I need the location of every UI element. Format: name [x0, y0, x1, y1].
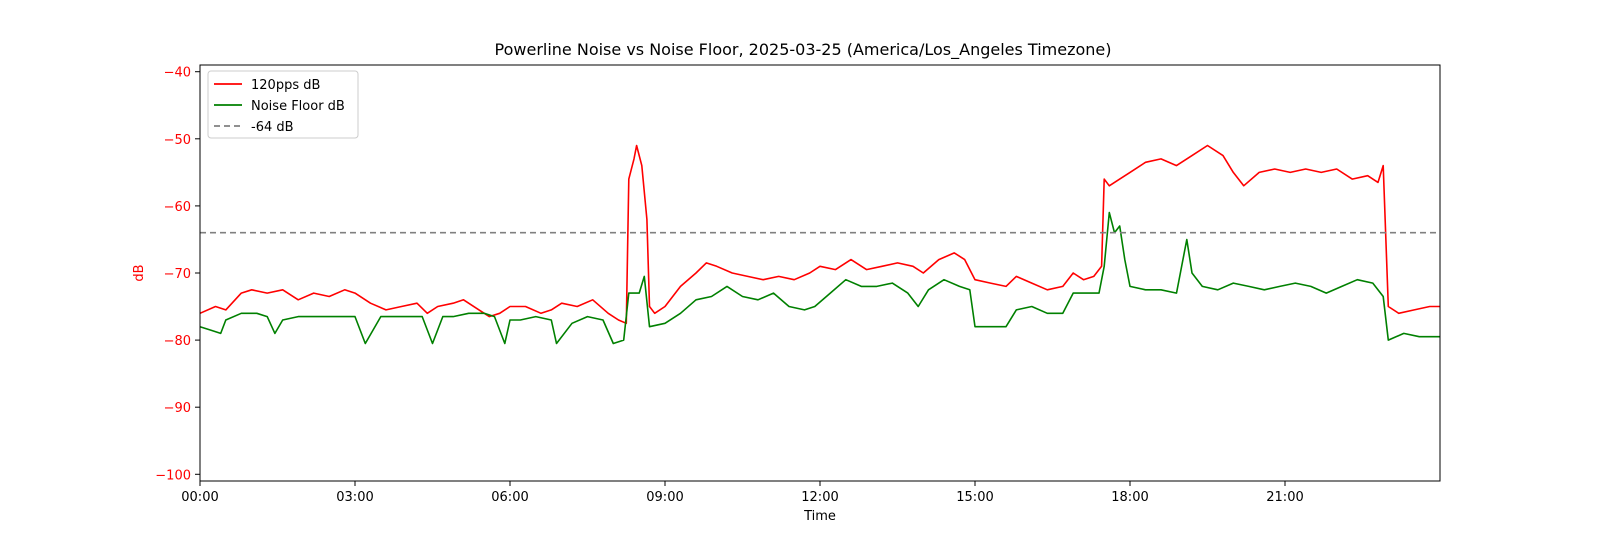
y-tick-label: −90 — [164, 401, 191, 416]
legend-label-1: Noise Floor dB — [251, 99, 345, 114]
legend-box — [207, 70, 359, 139]
x-axis: 00:00 03:00 06:00 09:00 12:00 15:00 18:00 21:00 — [181, 481, 1304, 505]
legend-label-2: -64 dB — [251, 120, 294, 135]
y-tick-label: −50 — [164, 133, 191, 148]
y-axis-label: dB — [132, 264, 147, 281]
x-tick-label: 06:00 — [491, 490, 528, 505]
y-axis: −40 −50 −60 −70 −80 −90 −100 — [155, 66, 200, 483]
x-tick-label: 03:00 — [336, 490, 373, 505]
y-tick-label: −60 — [164, 200, 191, 215]
chart-title: Powerline Noise vs Noise Floor, 2025-03-… — [495, 40, 1112, 60]
x-tick-label: 09:00 — [646, 490, 683, 505]
y-tick-label: −40 — [164, 66, 191, 81]
legend: 120pps dB Noise Floor dB -64 dB — [207, 70, 359, 139]
y-tick-label: −100 — [155, 468, 191, 483]
plot-lines — [199, 144, 1440, 345]
series-line-1 — [199, 211, 1440, 345]
series-line-0 — [199, 144, 1440, 325]
y-tick-label: −80 — [164, 334, 191, 349]
legend-label-0: 120pps dB — [251, 78, 320, 93]
x-tick-label: 21:00 — [1266, 490, 1303, 505]
x-tick-label: 00:00 — [181, 490, 218, 505]
x-axis-label: Time — [803, 509, 836, 524]
x-tick-label: 18:00 — [1111, 490, 1148, 505]
y-tick-label: −70 — [164, 267, 191, 282]
x-tick-label: 15:00 — [956, 490, 993, 505]
x-tick-label: 12:00 — [801, 490, 838, 505]
